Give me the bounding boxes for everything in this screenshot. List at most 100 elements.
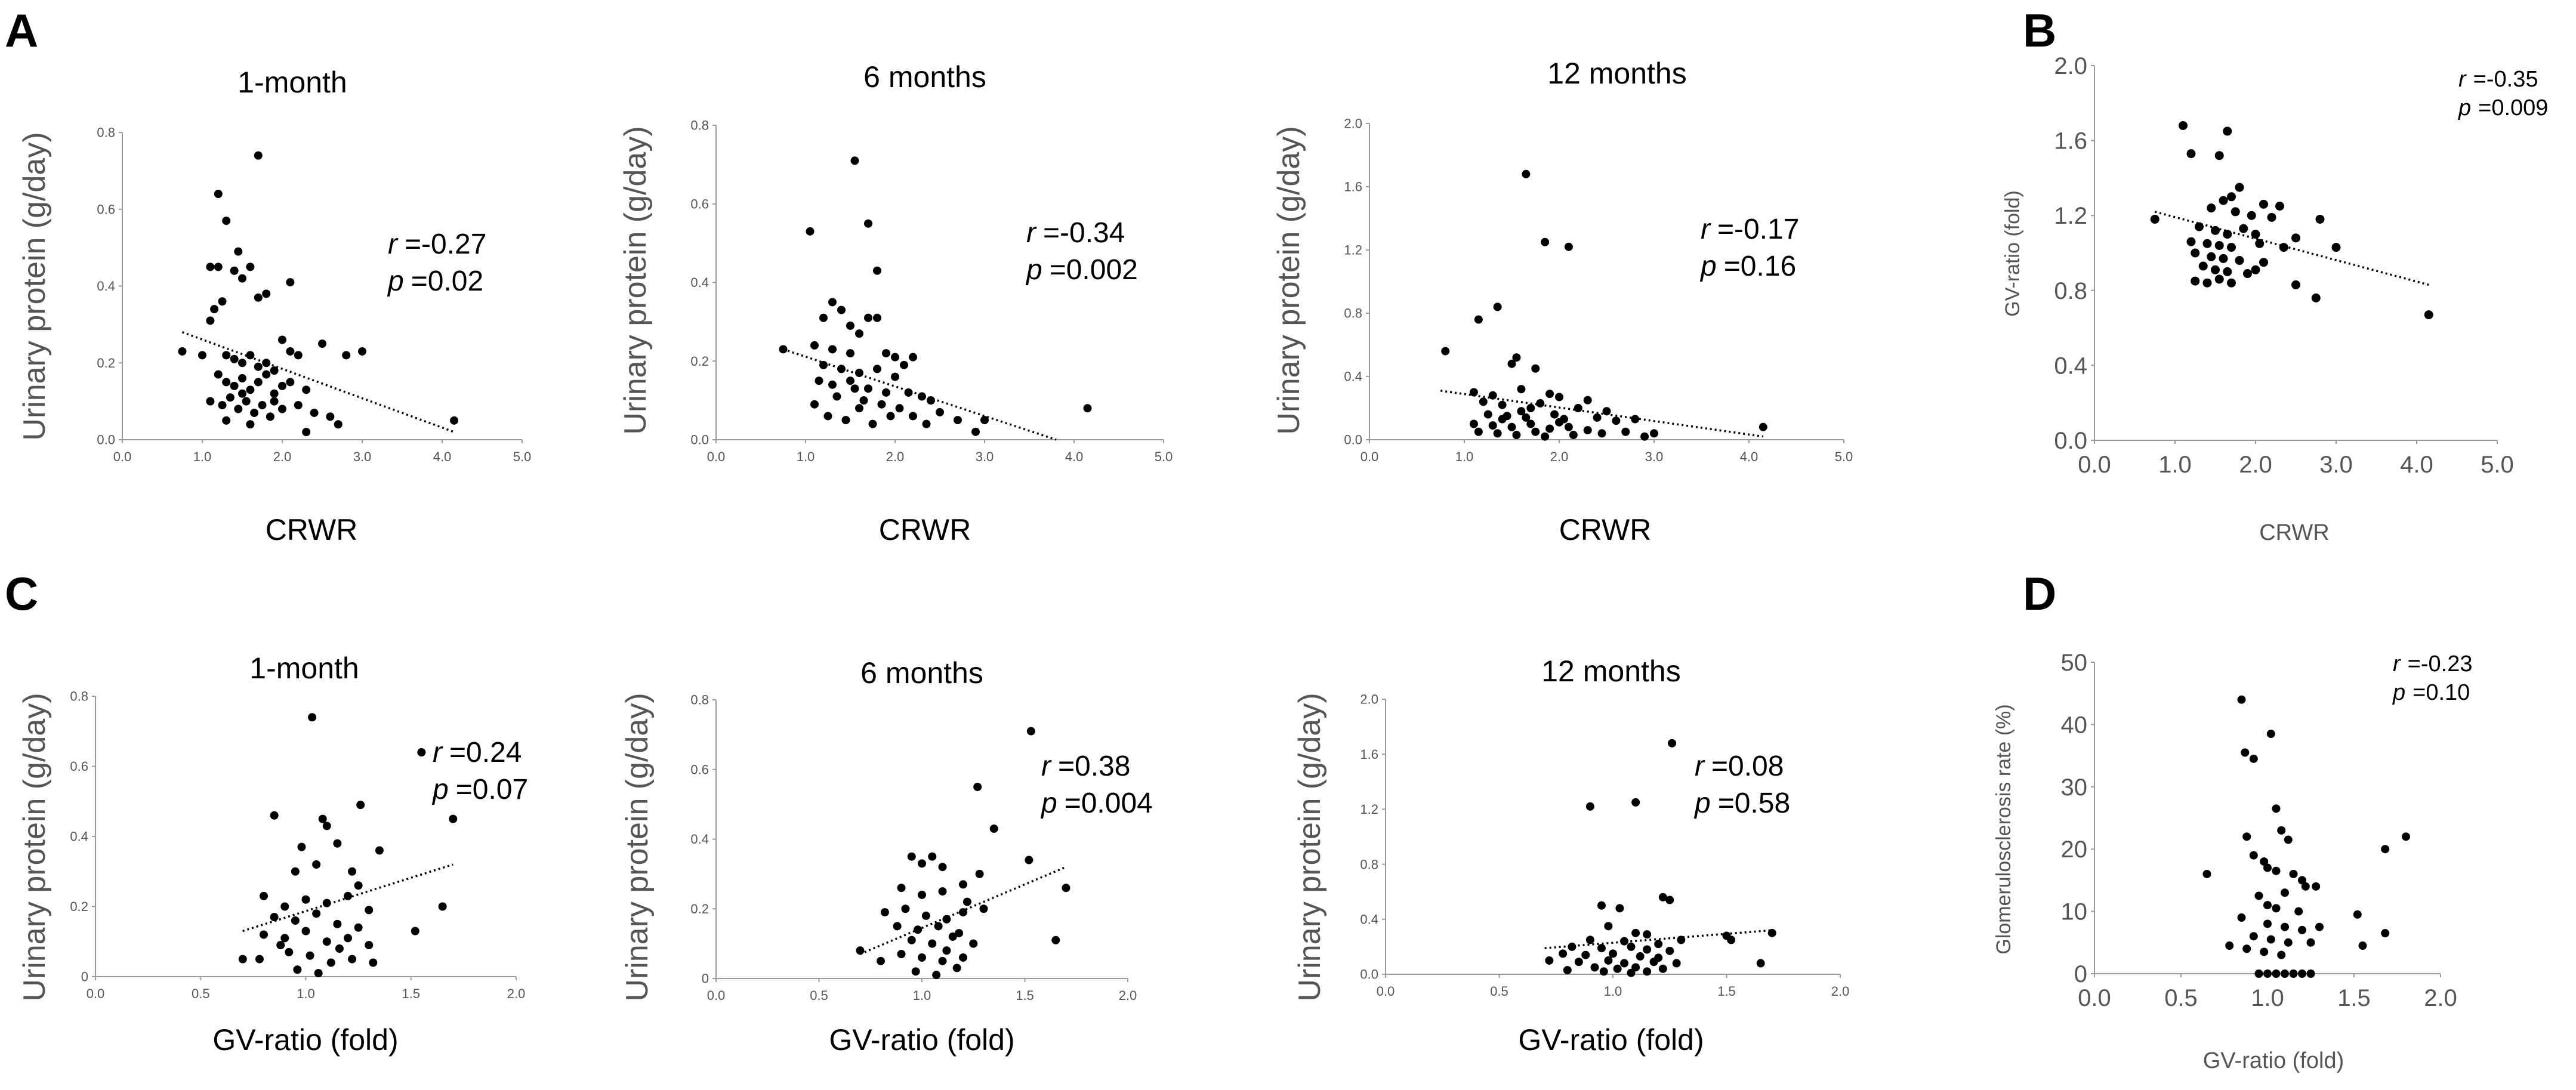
data-point bbox=[358, 347, 366, 356]
x-tick-label: 0.0 bbox=[113, 449, 132, 464]
y-axis-label: GV-ratio (fold) bbox=[2001, 190, 2024, 317]
data-point bbox=[921, 911, 930, 920]
x-tick-label: 1.0 bbox=[797, 449, 815, 464]
y-tick-label: 20 bbox=[2061, 836, 2088, 863]
data-point bbox=[2249, 932, 2258, 941]
y-tick-label: 0.0 bbox=[690, 433, 709, 447]
x-tick-label: 2.0 bbox=[2424, 985, 2457, 1011]
stat-r-symbol: r bbox=[2458, 67, 2467, 92]
stat-p: p =0.58 bbox=[1693, 788, 1790, 819]
data-point bbox=[260, 891, 268, 900]
data-point bbox=[1483, 410, 1492, 419]
x-tick-label: 5.0 bbox=[2481, 452, 2514, 478]
x-tick-label: 2.0 bbox=[507, 986, 526, 1001]
data-point bbox=[1469, 388, 1478, 397]
data-point bbox=[2306, 969, 2315, 978]
data-point bbox=[2358, 941, 2367, 950]
data-point bbox=[1643, 945, 1652, 954]
data-point bbox=[1564, 422, 1573, 431]
data-point bbox=[2214, 151, 2224, 160]
chart-c3: 0.0 0.5 1.0 1.5 2.0 0.0 0.4 0.8 1.2 1.6 2.0 12 mont… bbox=[1292, 654, 1850, 1057]
data-point bbox=[1507, 422, 1516, 431]
data-point bbox=[222, 378, 231, 387]
data-point bbox=[246, 420, 255, 429]
data-point bbox=[2298, 969, 2306, 978]
data-point bbox=[222, 416, 231, 425]
data-point bbox=[1526, 419, 1535, 428]
x-axis-label: GV-ratio (fold) bbox=[829, 1023, 1014, 1057]
data-point bbox=[1062, 884, 1070, 893]
data-point bbox=[955, 929, 964, 938]
data-point bbox=[286, 278, 295, 287]
data-point bbox=[411, 927, 419, 935]
data-point bbox=[936, 407, 944, 416]
x-tick-label: 0.0 bbox=[707, 449, 726, 464]
y-tick-label: 0.2 bbox=[690, 901, 709, 916]
data-point bbox=[2298, 925, 2306, 934]
chart-title: 1-month bbox=[249, 651, 359, 685]
y-tick-label: 0.4 bbox=[1360, 912, 1378, 927]
y-tick-label: 0.0 bbox=[2054, 428, 2087, 454]
data-point bbox=[1631, 963, 1640, 972]
data-point bbox=[934, 922, 943, 931]
data-point bbox=[2353, 910, 2362, 919]
data-point bbox=[942, 946, 951, 955]
data-point bbox=[864, 384, 872, 393]
data-point bbox=[911, 967, 920, 976]
trend-line bbox=[2154, 211, 2429, 286]
stat-r: r =-0.17 bbox=[1701, 214, 1799, 245]
data-point bbox=[2279, 243, 2288, 252]
chart-c2: 0.0 0.5 1.0 1.5 2.0 0 0.2 0.4 0.6 0.8 6 months Urin… bbox=[620, 656, 1153, 1057]
data-point bbox=[1025, 856, 1034, 864]
data-point bbox=[326, 958, 335, 967]
x-tick-label: 1.5 bbox=[1016, 988, 1034, 1003]
y-tick-label: 0.0 bbox=[97, 433, 115, 447]
data-point bbox=[270, 811, 279, 820]
data-point bbox=[1488, 421, 1497, 430]
data-point bbox=[1526, 404, 1535, 412]
data-point bbox=[1631, 798, 1640, 807]
stat-p: p =0.004 bbox=[1040, 788, 1153, 819]
y-tick-label: 0.0 bbox=[1360, 967, 1378, 982]
data-point bbox=[909, 412, 917, 421]
data-point bbox=[1555, 418, 1563, 427]
data-point bbox=[285, 947, 294, 956]
data-point bbox=[2266, 730, 2275, 739]
x-tick-label: 1.0 bbox=[297, 986, 315, 1001]
data-point bbox=[914, 925, 923, 934]
data-point bbox=[819, 360, 828, 369]
data-point bbox=[1531, 364, 1540, 373]
data-point bbox=[922, 419, 931, 428]
data-point bbox=[1441, 347, 1450, 356]
x-tick-label: 4.0 bbox=[1740, 449, 1759, 464]
data-point bbox=[286, 347, 295, 356]
data-point bbox=[2211, 265, 2220, 274]
data-point bbox=[291, 867, 300, 876]
data-point bbox=[326, 412, 335, 421]
data-point bbox=[294, 401, 303, 410]
data-point bbox=[369, 958, 378, 967]
y-tick-label: 0 bbox=[702, 971, 709, 986]
data-point bbox=[354, 881, 363, 890]
data-point bbox=[178, 347, 187, 356]
data-point bbox=[2424, 310, 2433, 320]
data-point bbox=[1531, 427, 1540, 436]
data-point bbox=[2223, 267, 2232, 276]
x-tick-label: 1.0 bbox=[913, 988, 931, 1003]
trend-line bbox=[859, 866, 1067, 955]
x-tick-label: 3.0 bbox=[2319, 452, 2353, 478]
x-tick-label: 2.0 bbox=[273, 449, 292, 464]
data-point bbox=[2186, 149, 2196, 159]
data-point bbox=[2381, 845, 2390, 854]
y-tick-label: 0.0 bbox=[1344, 433, 1362, 447]
data-point bbox=[2263, 919, 2272, 928]
data-point bbox=[297, 842, 306, 851]
data-point bbox=[1650, 429, 1658, 438]
data-point bbox=[242, 397, 251, 406]
data-point bbox=[2195, 222, 2204, 231]
stat-p-symbol: p bbox=[2458, 95, 2471, 121]
y-tick-label: 1.2 bbox=[2054, 203, 2087, 229]
data-point bbox=[262, 370, 271, 379]
data-point bbox=[322, 937, 331, 946]
x-tick-label: 2.0 bbox=[1831, 984, 1850, 999]
